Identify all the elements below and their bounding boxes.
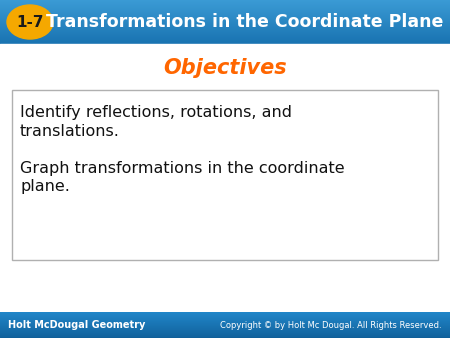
Text: Objectives: Objectives [163,58,287,78]
Text: Copyright © by Holt Mc Dougal. All Rights Reserved.: Copyright © by Holt Mc Dougal. All Right… [220,320,442,330]
Text: Graph transformations in the coordinate: Graph transformations in the coordinate [20,161,345,175]
Ellipse shape [7,5,53,39]
Text: Identify reflections, rotations, and: Identify reflections, rotations, and [20,104,292,120]
Text: translations.: translations. [20,123,120,139]
Text: plane.: plane. [20,179,70,194]
Text: Transformations in the Coordinate Plane: Transformations in the Coordinate Plane [46,13,444,31]
FancyBboxPatch shape [12,90,438,260]
Text: 1-7: 1-7 [16,15,44,30]
Text: Holt McDougal Geometry: Holt McDougal Geometry [8,320,145,330]
